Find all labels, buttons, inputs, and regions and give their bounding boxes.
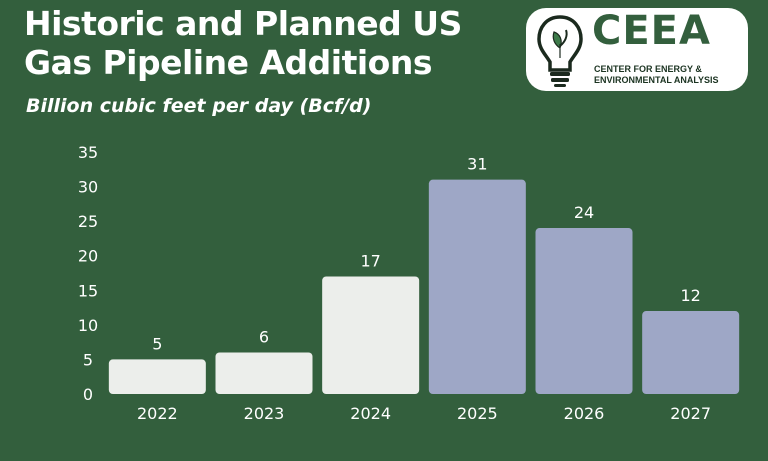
y-tick-label: 20 bbox=[78, 247, 98, 266]
x-tick-label: 2022 bbox=[137, 404, 178, 423]
y-tick-label: 10 bbox=[78, 316, 98, 335]
logo-subtitle: CENTER FOR ENERGY & ENVIRONMENTAL ANALYS… bbox=[594, 64, 744, 86]
bar-2027 bbox=[642, 311, 740, 394]
bar-2025 bbox=[428, 179, 526, 394]
data-label-2025: 31 bbox=[467, 155, 487, 174]
x-tick-label: 2023 bbox=[244, 404, 285, 423]
logo-subtitle-line-1: CENTER FOR ENERGY & bbox=[594, 64, 702, 74]
y-axis: 0 5 10 15 20 25 30 35 bbox=[78, 143, 98, 404]
x-tick-label: 2027 bbox=[670, 404, 711, 423]
y-tick-label: 35 bbox=[78, 143, 98, 162]
bars: 5 6 17 31 24 12 bbox=[108, 155, 740, 394]
data-label-2023: 6 bbox=[259, 328, 269, 347]
x-tick-label: 2026 bbox=[564, 404, 605, 423]
chart-subtitle: Billion cubic feet per day (Bcf/d) bbox=[26, 95, 372, 117]
x-tick-label: 2024 bbox=[350, 404, 391, 423]
bar-2022 bbox=[108, 359, 206, 394]
y-tick-label: 0 bbox=[83, 385, 93, 404]
x-axis: 2022 2023 2024 2025 2026 2027 bbox=[137, 404, 711, 423]
bar-2024 bbox=[322, 276, 420, 394]
chart-title-line-1: Historic and Planned US bbox=[24, 4, 462, 43]
data-label-2022: 5 bbox=[152, 334, 162, 353]
lightbulb-leaf-icon bbox=[537, 15, 583, 87]
x-tick-label: 2025 bbox=[457, 404, 498, 423]
ceea-logo: CEEA CENTER FOR ENERGY & ENVIRONMENTAL A… bbox=[526, 8, 748, 91]
y-tick-label: 30 bbox=[78, 178, 98, 197]
y-tick-label: 15 bbox=[78, 281, 98, 300]
data-label-2026: 24 bbox=[574, 203, 594, 222]
data-label-2027: 12 bbox=[680, 286, 700, 305]
bar-2023 bbox=[215, 352, 313, 394]
chart-title-line-2: Gas Pipeline Additions bbox=[24, 43, 432, 82]
bar-2026 bbox=[535, 228, 633, 394]
data-label-2024: 17 bbox=[360, 251, 380, 270]
y-tick-label: 5 bbox=[83, 350, 93, 369]
logo-subtitle-line-2: ENVIRONMENTAL ANALYSIS bbox=[594, 75, 719, 85]
logo-name: CEEA bbox=[592, 8, 711, 54]
chart-title: Historic and Planned US Gas Pipeline Add… bbox=[24, 4, 462, 82]
y-tick-label: 25 bbox=[78, 212, 98, 231]
